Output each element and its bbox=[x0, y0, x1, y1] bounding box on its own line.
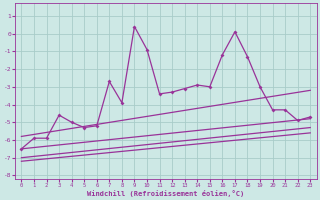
X-axis label: Windchill (Refroidissement éolien,°C): Windchill (Refroidissement éolien,°C) bbox=[87, 190, 244, 197]
